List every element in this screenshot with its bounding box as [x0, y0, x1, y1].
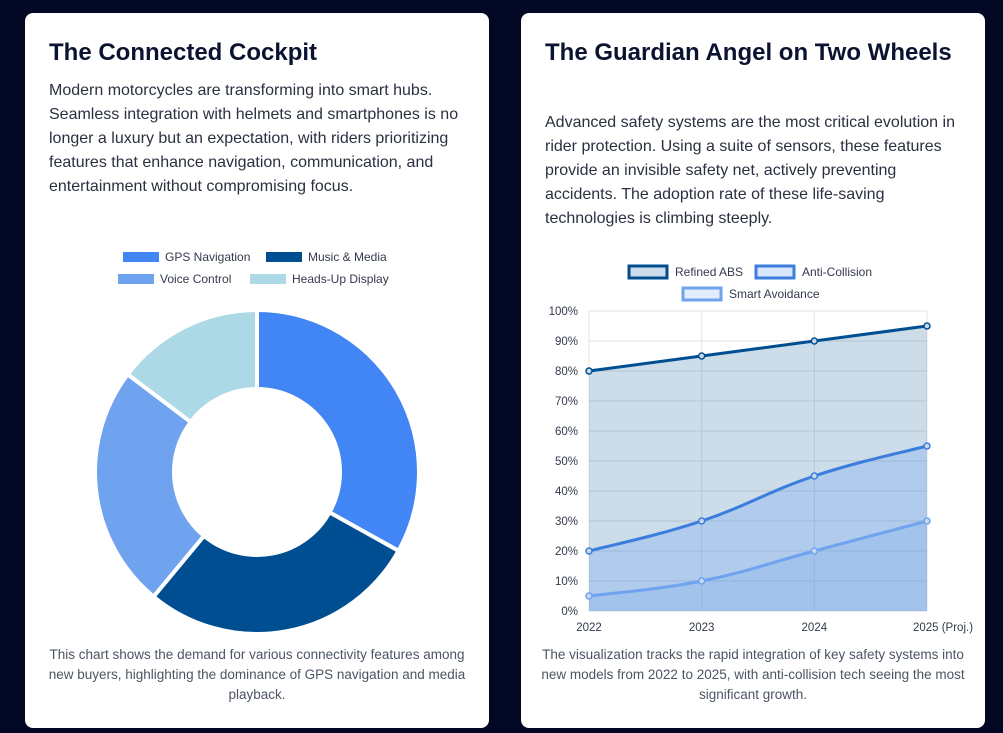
legend-label-voice-control: Voice Control: [160, 272, 231, 286]
slice-heads-up-display: [124, 307, 259, 425]
legend-label-refined-abs: Refined ABS: [675, 265, 743, 279]
point-refined-abs: [923, 322, 931, 330]
x-tick-label: 2024: [802, 622, 828, 634]
point-anti-collision: [810, 472, 819, 480]
y-tick-label: 50%: [555, 456, 578, 468]
line-smart-avoidance: [588, 519, 928, 598]
y-tick-label: 60%: [555, 426, 578, 438]
point-refined-abs: [810, 337, 819, 345]
connectivity-doughnut-chart: GPS Navigation Music & Media Voice Control…: [93, 250, 421, 635]
point-anti-collision: [923, 442, 931, 450]
legend-label-anti-collision: Anti-Collision: [802, 265, 872, 279]
line-anti-collision: [588, 444, 928, 553]
legend-label-heads-up-display: Heads-Up Display: [292, 272, 389, 286]
y-tick-label: 80%: [555, 366, 578, 378]
point-refined-abs: [585, 367, 593, 375]
y-tick-label: 40%: [555, 486, 578, 498]
y-tick-label: 70%: [555, 396, 578, 408]
y-tick-label: 20%: [555, 546, 578, 558]
slice-voice-control: [93, 371, 207, 600]
legend-swatch-voice-control: [118, 274, 154, 284]
point-anti-collision: [585, 547, 593, 555]
legend-label-music-media: Music & Media: [308, 250, 387, 264]
point-smart-avoidance: [585, 592, 593, 600]
line-refined-abs: [588, 324, 928, 373]
card-title: The Connected Cockpit: [49, 39, 318, 66]
legend-swatch-anti-collision: [754, 264, 796, 280]
chart-caption: This chart shows the demand for various …: [48, 647, 466, 702]
safety-adoption-area-chart: Refined ABS Anti-Collision Smart Avoidance…: [549, 264, 973, 634]
slice-gps-navigation: [255, 307, 421, 554]
area-fill-smart-avoidance: [589, 521, 927, 611]
point-smart-avoidance: [697, 577, 706, 585]
y-tick-label: 0%: [561, 606, 578, 618]
legend-swatch-smart-avoidance: [681, 286, 723, 302]
connected-cockpit-card: The Connected Cockpit Modern motorcycles…: [25, 13, 489, 728]
point-anti-collision: [697, 517, 706, 525]
point-smart-avoidance: [810, 547, 819, 555]
chart-caption: The visualization tracks the rapid integ…: [541, 647, 965, 702]
y-tick-label: 10%: [555, 576, 578, 588]
point-smart-avoidance: [923, 517, 931, 525]
guardian-angel-card: The Guardian Angel on Two Wheels Advance…: [521, 13, 985, 728]
area-fill-refined-abs: [589, 326, 927, 611]
card-description: Advanced safety systems are the most cri…: [545, 114, 955, 227]
legend-swatch-heads-up-display: [250, 274, 286, 284]
legend-swatch-gps-navigation: [123, 252, 159, 262]
slice-music-media: [150, 509, 402, 635]
legend-label-smart-avoidance: Smart Avoidance: [729, 287, 820, 301]
y-tick-label: 100%: [549, 306, 578, 318]
y-tick-label: 30%: [555, 516, 578, 528]
x-tick-label: 2023: [689, 622, 715, 634]
legend-swatch-music-media: [266, 252, 302, 262]
card-description: Modern motorcycles are transforming into…: [49, 82, 459, 195]
x-tick-label: 2022: [576, 622, 602, 634]
point-refined-abs: [697, 352, 706, 360]
card-title: The Guardian Angel on Two Wheels: [545, 39, 952, 66]
legend-label-gps-navigation: GPS Navigation: [165, 250, 250, 264]
area-fill-anti-collision: [589, 446, 927, 611]
legend-swatch-refined-abs: [627, 264, 669, 280]
x-tick-label: 2025 (Proj.): [913, 622, 973, 634]
y-tick-label: 90%: [555, 336, 578, 348]
